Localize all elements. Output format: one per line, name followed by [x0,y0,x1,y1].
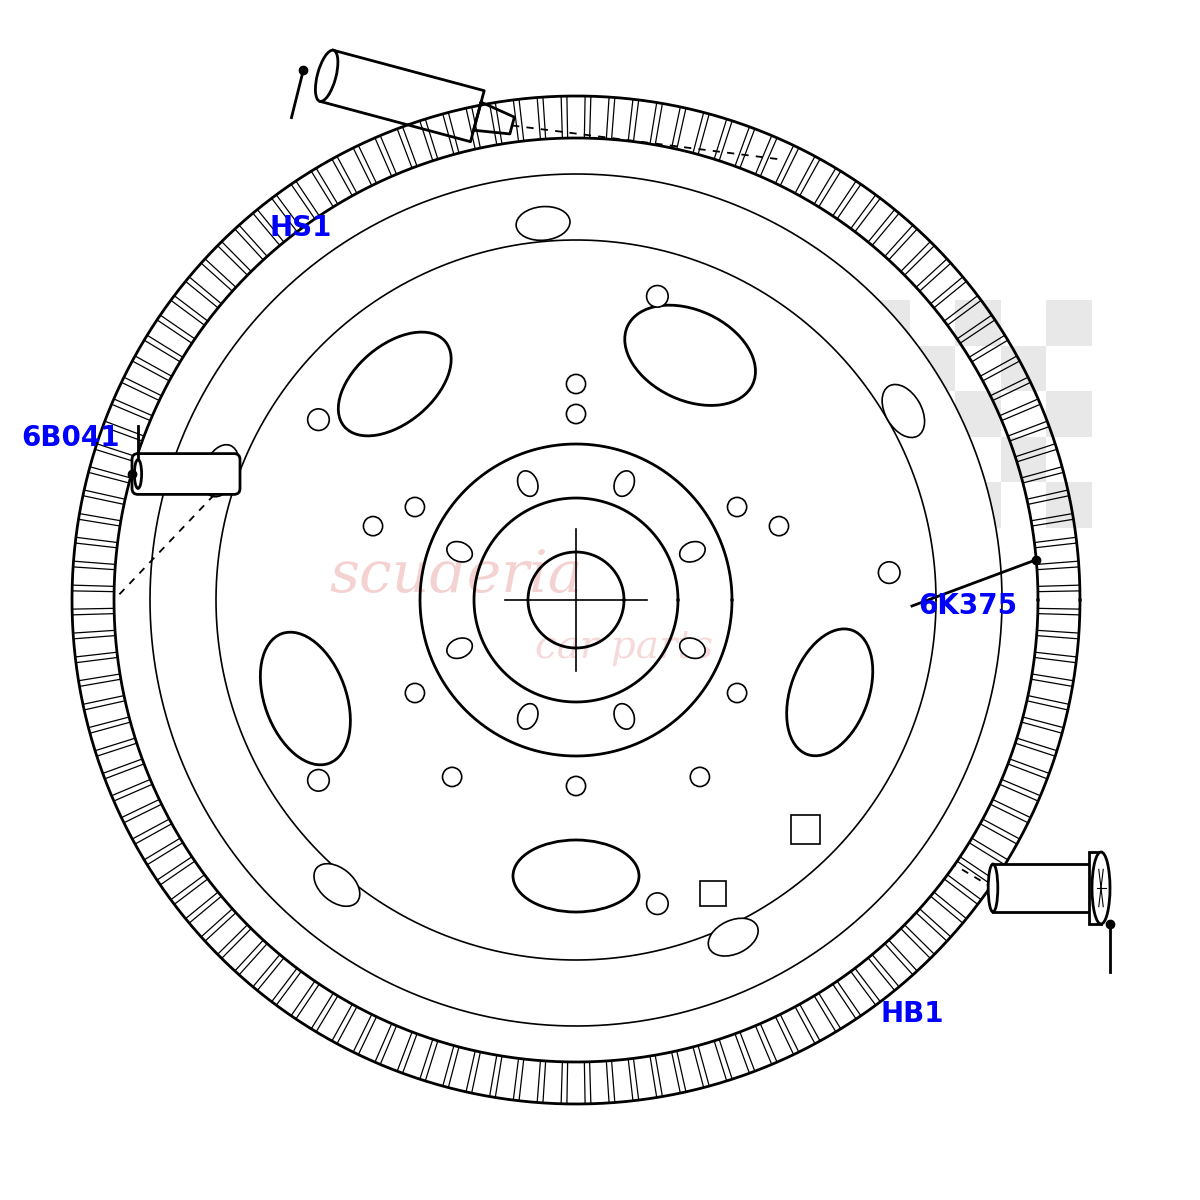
Ellipse shape [517,703,538,730]
Ellipse shape [307,769,329,791]
Ellipse shape [566,374,586,394]
Circle shape [406,683,425,702]
Bar [1001,346,1046,391]
FancyBboxPatch shape [132,454,240,494]
Bar [864,482,910,528]
Circle shape [727,497,746,516]
Text: HS1: HS1 [270,214,332,242]
Ellipse shape [614,703,635,730]
Ellipse shape [134,460,142,488]
Bar [1046,391,1092,437]
Circle shape [566,404,586,424]
Bar [910,437,955,482]
Ellipse shape [260,632,350,764]
Ellipse shape [307,409,329,431]
Ellipse shape [690,767,709,786]
Circle shape [406,497,425,516]
Bar [791,815,820,844]
Ellipse shape [446,638,473,659]
Ellipse shape [614,470,635,497]
Ellipse shape [203,445,239,497]
Ellipse shape [769,516,788,535]
Ellipse shape [512,840,638,912]
Ellipse shape [708,918,758,956]
Ellipse shape [679,638,706,659]
Ellipse shape [989,864,998,912]
Bar [955,482,1001,528]
Ellipse shape [338,332,451,436]
Ellipse shape [443,767,462,786]
Text: car parts: car parts [535,630,713,666]
Bar [1046,300,1092,346]
Bar [864,391,910,437]
Bar [1046,482,1092,528]
Ellipse shape [878,562,900,583]
Text: scuderia: scuderia [329,547,583,605]
Bar [994,864,1096,912]
Ellipse shape [314,864,360,906]
Ellipse shape [647,893,668,914]
Ellipse shape [625,305,756,406]
Bar [955,300,1001,346]
Ellipse shape [882,384,924,438]
Circle shape [727,683,746,702]
Text: 6K375: 6K375 [918,592,1018,620]
Bar [1090,852,1102,924]
Circle shape [150,174,1002,1026]
Ellipse shape [517,470,538,497]
Ellipse shape [1092,852,1110,924]
Bar [1001,437,1046,482]
Bar [955,391,1001,437]
Text: HB1: HB1 [881,1000,943,1028]
Ellipse shape [316,50,338,102]
Bar [910,346,955,391]
Text: 6B041: 6B041 [22,424,120,452]
Ellipse shape [647,286,668,307]
Ellipse shape [446,541,473,562]
Ellipse shape [364,516,383,535]
Circle shape [566,776,586,796]
Ellipse shape [679,541,706,562]
Bar [864,300,910,346]
Ellipse shape [787,629,872,756]
Ellipse shape [516,206,570,240]
